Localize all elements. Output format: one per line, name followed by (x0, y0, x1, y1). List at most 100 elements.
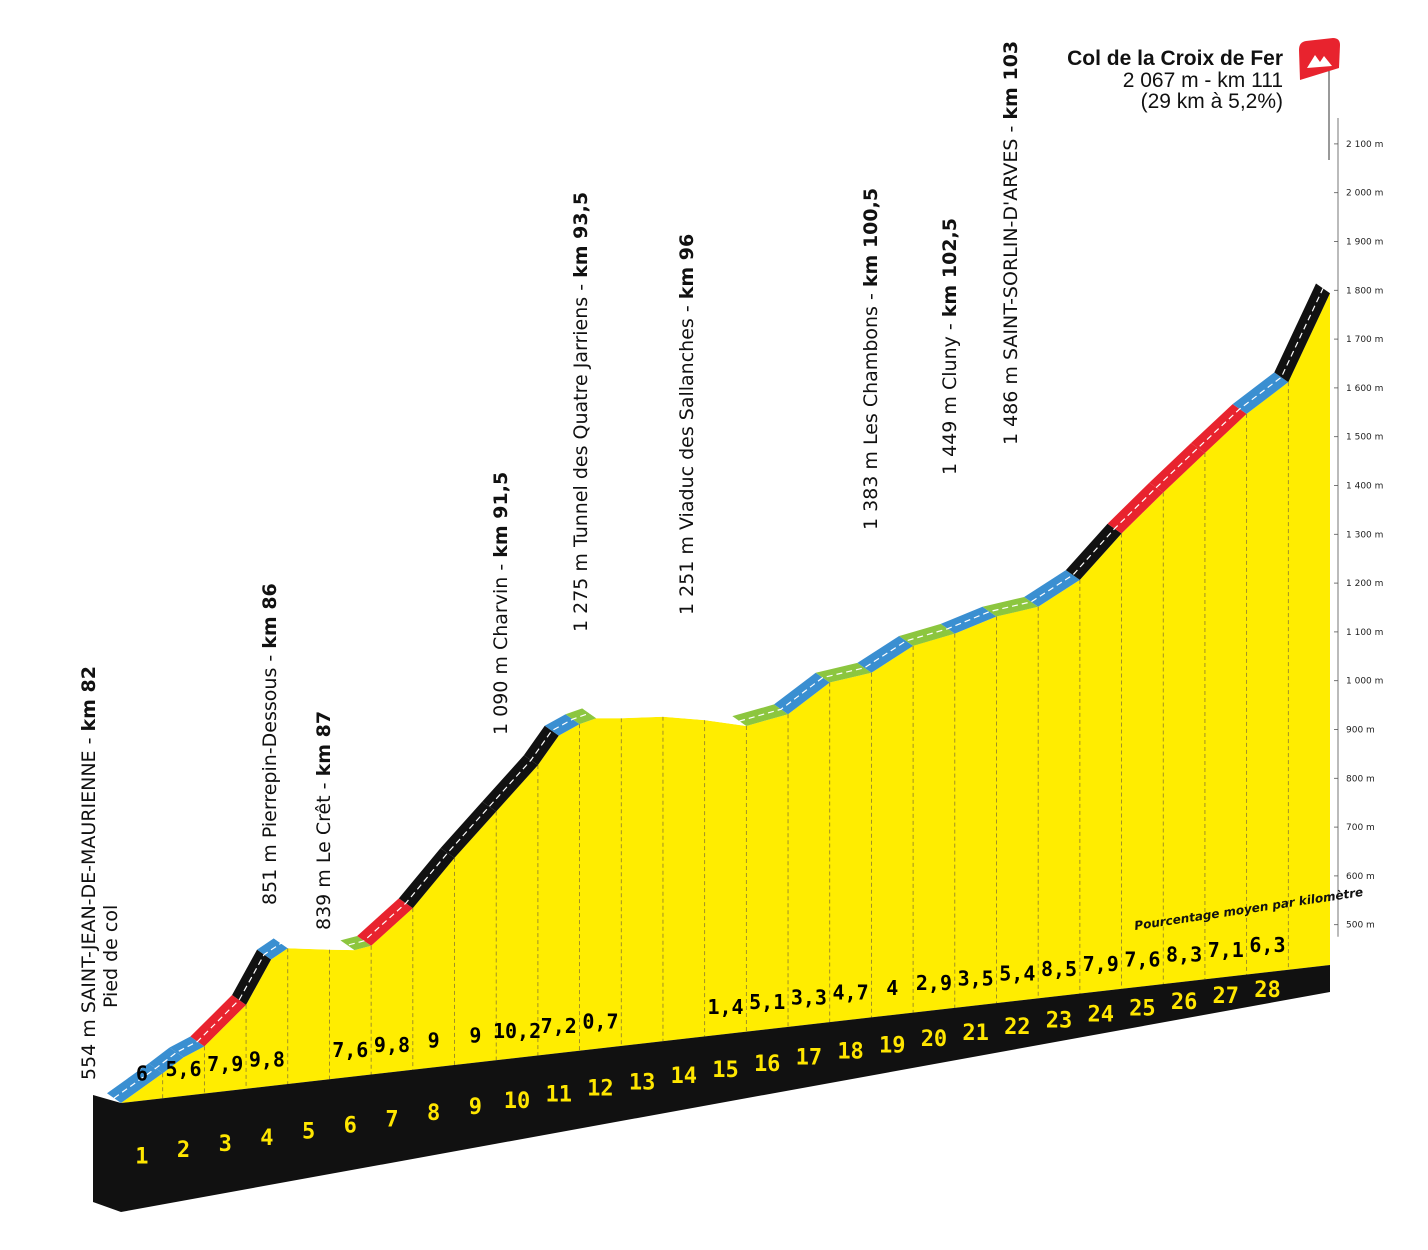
gradient-label: 7,2 (541, 1014, 577, 1038)
km-marker-label: 3 (219, 1132, 232, 1157)
elevation-axis: 500 m 600 m 700 m 800 m 900 m 1 000 m 1 100 m 1… (1334, 118, 1383, 937)
annotation-km: km 82 (78, 666, 100, 732)
annotation-km: km 102,5 (939, 218, 961, 317)
annotation-sub: Pied de col (100, 905, 122, 1008)
km-marker-label: 8 (427, 1101, 440, 1126)
km-marker-label: 25 (1129, 996, 1156, 1021)
km-marker-label: 15 (712, 1058, 739, 1083)
annotation-km: km 96 (676, 234, 698, 300)
profile-base-front (93, 1095, 121, 1212)
km-marker-label: 2 (177, 1138, 190, 1163)
annotation-place: 1 251 m Viaduc des Sallanches - (676, 299, 698, 615)
annotation-place: 1 486 m SAINT-SORLIN-D'ARVES - (1000, 120, 1022, 445)
elevation-tick-label: 1 900 m (1346, 237, 1383, 247)
km-marker-label: 21 (962, 1021, 989, 1046)
elevation-tick-label: 1 400 m (1346, 481, 1383, 491)
km-marker-label: 1 (135, 1144, 148, 1169)
km-marker-label: 27 (1213, 984, 1240, 1009)
gradient-label: 5,1 (749, 990, 785, 1014)
elevation-tick-label: 1 500 m (1346, 433, 1383, 443)
km-marker-label: 11 (545, 1083, 572, 1108)
gradient-label: 7,6 (1124, 947, 1160, 971)
gradient-label: 3,5 (958, 966, 994, 990)
gradient-label: 0,7 (582, 1009, 618, 1033)
profile-base (93, 965, 1330, 1212)
gradient-label: 3,3 (791, 985, 827, 1009)
gradient-label: 7,9 (1083, 952, 1119, 976)
km-marker-label: 23 (1046, 1009, 1073, 1034)
elevation-tick-label: 1 300 m (1346, 530, 1383, 540)
gradient-label: 7,6 (332, 1038, 368, 1062)
ribbon-segment (815, 662, 872, 683)
gradient-label: 1,4 (707, 995, 743, 1019)
km-marker-label: 5 (302, 1120, 315, 1145)
location-annotation: 1 275 m Tunnel des Quatre Jarriens - km … (570, 192, 592, 632)
annotation-place: 839 m Le Crêt - (313, 776, 335, 930)
summit-climb-stats: (29 km à 5,2%) (1141, 90, 1283, 113)
ribbon-segment (523, 725, 559, 766)
location-annotation: 1 383 m Les Chambons - km 100,5 (860, 188, 882, 530)
km-marker-label: 13 (629, 1070, 656, 1095)
ribbon-segment (1274, 283, 1330, 383)
km-marker-label: 6 (344, 1114, 357, 1139)
ribbon-segment (982, 596, 1039, 617)
profile-fill (121, 293, 1330, 1103)
elevation-tick-label: 1 600 m (1346, 384, 1383, 394)
annotation-km: km 86 (259, 583, 281, 649)
annotation-km: km 100,5 (860, 188, 882, 287)
km-marker-label: 18 (837, 1039, 864, 1064)
km-marker-label: 16 (754, 1052, 781, 1077)
gradient-label: 9 (469, 1024, 481, 1048)
km-marker-label: 12 (587, 1077, 614, 1102)
annotation-place: 554 m SAINT-JEAN-DE-MAURIENNE - (78, 732, 100, 1081)
gradient-label: 6 (136, 1062, 148, 1086)
elevation-tick-label: 2 000 m (1346, 189, 1383, 199)
ribbon-segment (315, 939, 355, 951)
gradient-label: 5,4 (999, 962, 1035, 986)
gradient-label: 6,3 (1249, 933, 1285, 957)
km-band (121, 965, 1330, 1212)
annotation-place: 851 m Pierrepin-Dessous - (259, 649, 281, 905)
summit-flag-icon (1299, 38, 1340, 160)
elevation-tick-label: 700 m (1346, 823, 1375, 833)
elevation-tick-label: 1 800 m (1346, 286, 1383, 296)
elevation-tick-label: 500 m (1346, 921, 1375, 931)
ribbon-segment (648, 706, 705, 721)
gradient-label: 2,9 (916, 971, 952, 995)
summit-name: Col de la Croix de Fer (1067, 47, 1283, 70)
annotation-place: 1 090 m Charvin - (490, 558, 512, 735)
gradient-label: 7,9 (207, 1052, 243, 1076)
km-marker-label: 28 (1254, 978, 1281, 1003)
location-annotation: 839 m Le Crêt - km 87 (313, 711, 335, 930)
gradient-label: 9,8 (249, 1047, 285, 1071)
gradient-label: 5,6 (165, 1057, 201, 1081)
elevation-tick-label: 1 700 m (1346, 335, 1383, 345)
ribbon-segment (169, 1036, 205, 1058)
km-marker-label: 9 (469, 1095, 482, 1120)
km-marker-label: 14 (671, 1064, 698, 1089)
elevation-tick-label: 800 m (1346, 774, 1375, 784)
km-marker-label: 7 (385, 1107, 398, 1132)
elevation-tick-label: 900 m (1346, 725, 1375, 735)
annotation-km: km 93,5 (570, 192, 592, 278)
km-marker-label: 10 (504, 1089, 531, 1114)
annotation-km: km 103 (1000, 41, 1022, 120)
profile-area (121, 293, 1330, 1103)
elevation-tick-label: 1 100 m (1346, 628, 1383, 638)
location-annotation: 851 m Pierrepin-Dessous - km 86 (259, 583, 281, 905)
km-marker-label: 19 (879, 1033, 906, 1058)
ribbon-segment (440, 801, 497, 858)
location-annotation: 1 449 m Cluny - km 102,5 (939, 218, 961, 475)
gradient-label: 10,2 (493, 1019, 541, 1043)
km-marker-label: 17 (796, 1046, 823, 1071)
gradient-label: 9,8 (374, 1033, 410, 1057)
location-annotation: 1 486 m SAINT-SORLIN-D'ARVES - km 103 (1000, 41, 1022, 445)
annotation-km: km 87 (313, 711, 335, 777)
ribbon-centerline (113, 288, 1324, 1099)
gradient-ribbon (107, 283, 1330, 1103)
annotation-km: km 91,5 (490, 472, 512, 558)
gradient-label: 7,1 (1208, 938, 1244, 962)
summit-label: Col de la Croix de Fer 2 067 m - km 111 … (1067, 47, 1283, 113)
elevation-tick-label: 1 000 m (1346, 677, 1383, 687)
